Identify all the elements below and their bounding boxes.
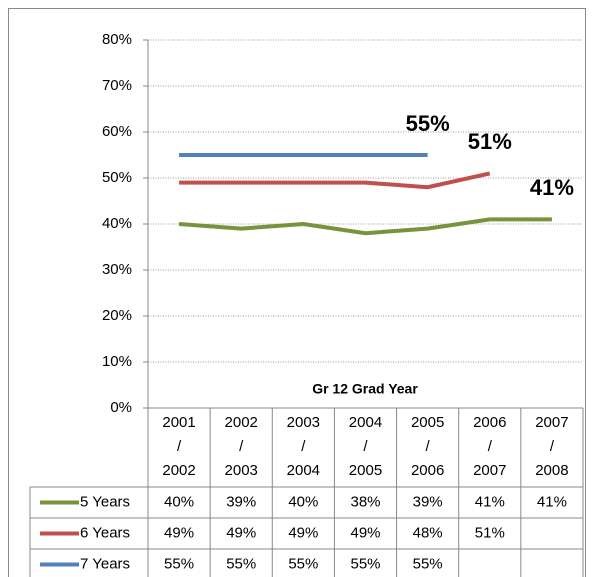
legend-label: 5 Years [80,493,130,510]
annotation: 55% [406,111,450,136]
y-tick-label: 20% [102,307,132,324]
table-value: 41% [475,493,505,510]
table-value: 49% [288,524,318,541]
x-tick-label: 2005 / 2006 [410,414,445,479]
table-value: 55% [413,555,443,572]
table-value: 40% [288,493,318,510]
table-value: 55% [226,555,256,572]
y-tick-label: 80% [102,31,132,48]
table-value: 38% [350,493,380,510]
series-line [178,217,552,236]
y-tick-label: 30% [102,261,132,278]
x-tick-label: 2003 / 2004 [286,414,321,479]
x-tick-label: 2006 / 2007 [473,414,507,479]
table-value: 39% [226,493,256,510]
x-axis-title: Gr 12 Grad Year [312,381,418,397]
table-value: 48% [413,524,443,541]
legend-label: 6 Years [80,524,130,541]
table-value: 49% [350,524,380,541]
legend-label: 7 Years [80,555,130,572]
table-value: 55% [164,555,194,572]
y-tick-label: 10% [102,353,132,370]
series-line [179,171,491,190]
y-tick-label: 70% [102,77,132,94]
annotation: 51% [468,129,512,154]
annotation: 41% [530,175,574,200]
table-value: 49% [226,524,256,541]
x-tick-label: 2007 / 2008 [535,414,569,479]
table-value: 55% [288,555,318,572]
table-value: 39% [413,493,443,510]
x-tick-label: 2004 / 2005 [348,414,383,479]
table-value: 40% [164,493,194,510]
y-tick-label: 60% [102,123,132,140]
x-tick-label: 2002 / 2003 [224,414,258,479]
table-value: 41% [537,493,567,510]
y-tick-label: 40% [102,215,132,232]
y-tick-label: 50% [102,169,132,186]
chart-border [8,8,586,577]
y-tick-label: 0% [110,399,132,416]
x-tick-label: 2001 / 2002 [162,414,196,479]
table-value: 51% [475,524,505,541]
table-value: 49% [164,524,194,541]
table-value: 55% [350,555,380,572]
